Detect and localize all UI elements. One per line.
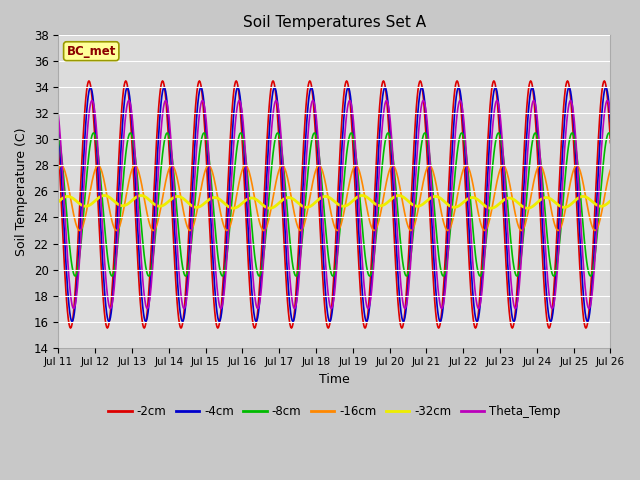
-16cm (328, 211, 335, 217)
-4cm (86, 84, 94, 90)
-2cm (557, 140, 565, 145)
Theta_Temp (177, 292, 185, 298)
X-axis label: Time: Time (319, 373, 349, 386)
-16cm (201, 169, 209, 175)
-16cm (76, 228, 84, 233)
-8cm (381, 140, 389, 145)
-4cm (68, 319, 76, 324)
Theta_Temp (557, 202, 565, 207)
-16cm (58, 163, 65, 168)
Line: -8cm: -8cm (58, 133, 611, 276)
-2cm (54, 140, 62, 145)
-32cm (607, 198, 614, 204)
-32cm (229, 205, 237, 211)
Theta_Temp (54, 111, 62, 117)
-8cm (201, 131, 209, 136)
-32cm (381, 202, 389, 207)
Line: Theta_Temp: Theta_Temp (58, 100, 611, 309)
-16cm (557, 223, 565, 229)
-32cm (100, 192, 108, 198)
Line: -16cm: -16cm (58, 166, 611, 230)
-32cm (328, 196, 335, 202)
-4cm (557, 171, 565, 177)
-2cm (381, 82, 389, 88)
-2cm (328, 309, 335, 314)
-4cm (201, 108, 209, 114)
Line: -4cm: -4cm (58, 87, 611, 322)
-2cm (67, 325, 74, 331)
Text: BC_met: BC_met (67, 45, 116, 58)
-16cm (177, 195, 185, 201)
-2cm (85, 78, 93, 84)
-16cm (436, 199, 444, 205)
Theta_Temp (436, 298, 444, 303)
-16cm (607, 167, 614, 173)
Theta_Temp (88, 97, 96, 103)
-32cm (200, 201, 208, 206)
Y-axis label: Soil Temperature (C): Soil Temperature (C) (15, 127, 28, 256)
Theta_Temp (607, 111, 614, 117)
-4cm (381, 84, 389, 90)
-2cm (607, 140, 614, 145)
-32cm (54, 199, 62, 205)
-8cm (557, 220, 565, 226)
-4cm (177, 315, 185, 321)
-32cm (436, 195, 444, 201)
-4cm (607, 119, 614, 124)
-4cm (436, 318, 444, 324)
-8cm (177, 252, 185, 258)
-8cm (90, 130, 97, 136)
Theta_Temp (328, 306, 335, 312)
-8cm (607, 132, 614, 138)
Line: -2cm: -2cm (58, 81, 611, 328)
-4cm (328, 315, 335, 321)
Theta_Temp (381, 101, 389, 107)
-2cm (177, 325, 185, 331)
-4cm (54, 119, 62, 124)
Legend: -2cm, -4cm, -8cm, -16cm, -32cm, Theta_Temp: -2cm, -4cm, -8cm, -16cm, -32cm, Theta_Te… (104, 400, 565, 423)
-32cm (557, 204, 565, 210)
Theta_Temp (201, 106, 209, 111)
-8cm (436, 258, 444, 264)
-8cm (54, 132, 62, 138)
-8cm (328, 271, 335, 276)
-16cm (54, 167, 62, 173)
-8cm (71, 273, 79, 279)
-16cm (381, 187, 389, 192)
-2cm (201, 126, 209, 132)
-32cm (177, 194, 184, 200)
-2cm (436, 324, 444, 330)
Theta_Temp (70, 306, 77, 312)
Title: Soil Temperatures Set A: Soil Temperatures Set A (243, 15, 426, 30)
Line: -32cm: -32cm (58, 195, 611, 208)
